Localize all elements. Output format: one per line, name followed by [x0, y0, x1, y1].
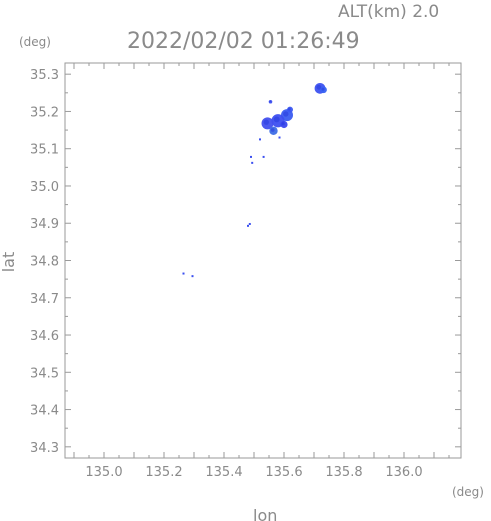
x-tick-label: 135.0 — [85, 465, 122, 480]
echo-core — [288, 107, 291, 111]
y-tick-label: 34.3 — [30, 441, 59, 456]
y-tick-label: 34.4 — [30, 404, 59, 419]
chart-title: 2022/02/02 01:26:49 — [127, 29, 360, 54]
axis-ticks: 135.0 135.2 135.4 135.6 135.8 136.0 34.3 34.4 34… — [30, 63, 461, 480]
y-tick-label: 35.1 — [30, 143, 59, 158]
y-unit-label: (deg) — [19, 35, 51, 49]
echo-layer — [182, 82, 327, 278]
echo-point — [182, 272, 185, 275]
x-tick-label: 135.4 — [205, 465, 242, 480]
echo-core — [281, 122, 285, 126]
echo-core — [283, 111, 289, 117]
y-axis-label: lat — [0, 252, 18, 273]
x-axis-label: lon — [253, 506, 277, 521]
y-tick-label: 34.5 — [30, 366, 59, 381]
echo-point — [251, 161, 254, 164]
y-tick-label: 35.3 — [30, 68, 59, 83]
echo-point — [250, 155, 252, 158]
echo-point — [248, 222, 251, 225]
x-tick-label: 135.2 — [145, 465, 182, 480]
y-tick-label: 35.0 — [30, 180, 59, 195]
echo-point — [191, 275, 194, 278]
echo-core — [273, 116, 280, 123]
echo-core — [263, 119, 269, 125]
echo-core — [270, 128, 275, 132]
echo-core — [316, 84, 322, 90]
echo-point — [259, 138, 261, 141]
echo-core — [321, 87, 325, 91]
echo-point — [247, 224, 249, 227]
echo-core — [269, 100, 271, 103]
x-unit-label: (deg) — [452, 485, 484, 499]
y-tick-label: 34.9 — [30, 217, 59, 232]
y-tick-label: 34.6 — [30, 329, 59, 344]
y-tick-label: 34.8 — [30, 255, 59, 270]
y-tick-label: 34.7 — [30, 292, 59, 307]
echo-point — [262, 155, 265, 158]
echo-point — [278, 136, 281, 139]
x-tick-label: 136.0 — [385, 465, 422, 480]
altitude-label: ALT(km) 2.0 — [338, 2, 439, 22]
x-tick-label: 135.8 — [325, 465, 362, 480]
y-tick-label: 35.2 — [30, 105, 59, 120]
x-tick-label: 135.6 — [265, 465, 302, 480]
